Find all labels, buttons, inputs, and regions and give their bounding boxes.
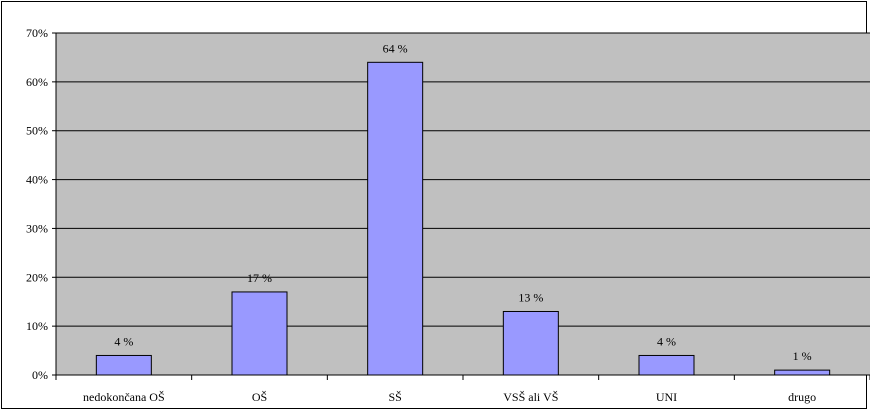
x-category-label: nedokončana OŠ — [83, 390, 165, 404]
bar — [502, 310, 559, 376]
bar-data-label: 4 % — [657, 334, 676, 348]
bar — [95, 354, 152, 376]
bar-data-label: 17 % — [247, 271, 272, 285]
y-axis-ticks — [52, 32, 56, 376]
bar-data-label: 64 % — [383, 41, 408, 55]
x-category-label: SŠ — [388, 390, 401, 404]
x-axis-ticks — [55, 375, 870, 380]
bar — [231, 291, 288, 376]
plot-area — [56, 33, 870, 375]
y-tick-label: 60% — [26, 75, 48, 89]
x-category-label: drugo — [788, 390, 816, 404]
axes — [55, 33, 870, 376]
bar — [367, 61, 424, 376]
y-tick-label: 20% — [26, 270, 48, 284]
gridlines — [56, 32, 870, 327]
x-category-label: OŠ — [252, 390, 267, 404]
bar-data-label: 1 % — [793, 349, 812, 363]
y-tick-label: 40% — [26, 173, 48, 187]
bar-data-label: 4 % — [114, 334, 133, 348]
y-tick-label: 50% — [26, 124, 48, 138]
y-axis-labels: 0% 10% 20% 30% 40% 50% 60% 70% — [26, 26, 48, 382]
bar — [638, 354, 695, 376]
y-tick-label: 0% — [32, 368, 48, 382]
data-labels: 4 % 17 % 64 % 13 % 4 % 1 % — [114, 41, 811, 363]
x-category-label: VSŠ ali VŠ — [503, 390, 558, 404]
x-category-label: UNI — [656, 390, 677, 404]
y-tick-label: 70% — [26, 26, 48, 40]
bar-data-label: 13 % — [518, 290, 543, 304]
bars — [95, 61, 831, 376]
y-tick-label: 10% — [26, 319, 48, 333]
y-tick-label: 30% — [26, 221, 48, 235]
bar — [774, 369, 831, 376]
x-axis-labels: nedokončana OŠ OŠ SŠ VSŠ ali VŠ UNI drugo — [83, 390, 816, 404]
